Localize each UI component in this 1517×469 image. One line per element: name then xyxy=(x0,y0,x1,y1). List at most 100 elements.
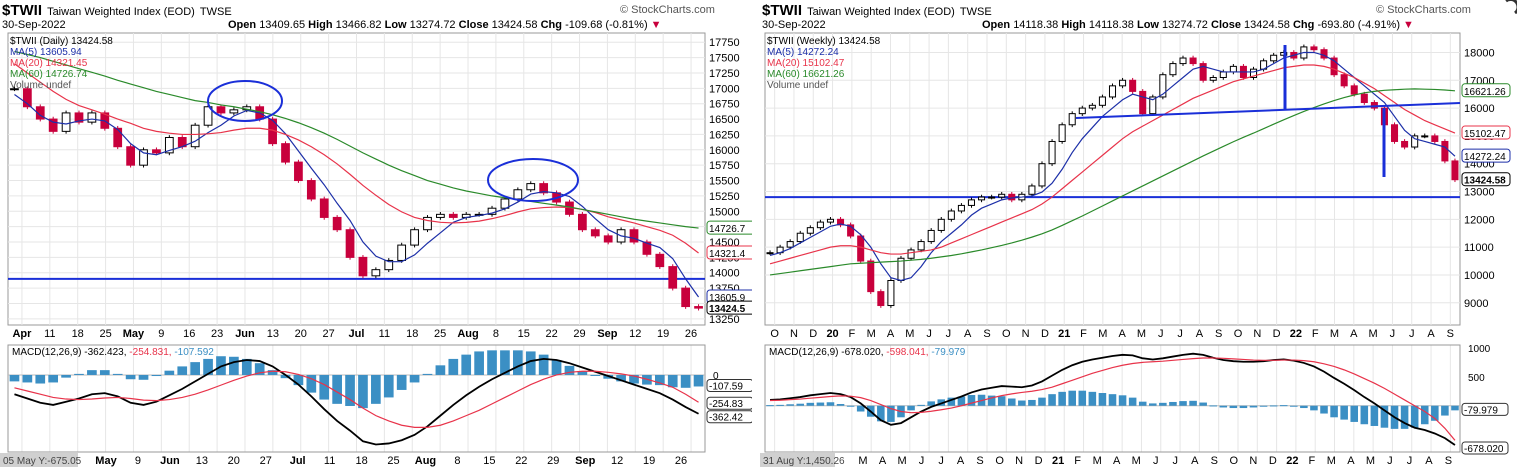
daily-x-tick-label: 9 xyxy=(158,328,164,340)
weekly-macd-hist-bar xyxy=(1058,391,1066,406)
weekly-y-tick-label: 10000 xyxy=(1464,270,1495,282)
daily-y-tick-label: 13250 xyxy=(709,314,740,326)
weekly-candle-body xyxy=(1209,76,1217,81)
daily-candle-body xyxy=(190,124,200,148)
weekly-value-tag: 13424.58 xyxy=(1464,176,1506,187)
daily-highlight-circle xyxy=(207,80,283,122)
weekly-y-tick-label: 16000 xyxy=(1464,103,1495,115)
weekly-x-tick-label: F xyxy=(849,328,856,340)
daily-value-tag-box xyxy=(706,245,752,260)
weekly-macd-hist-bar xyxy=(1189,400,1197,406)
daily-candle-body xyxy=(203,106,213,126)
daily-bottom-tick-label: Jun xyxy=(160,455,180,467)
daily-candle-body xyxy=(332,216,342,231)
weekly-x-tick-label: M xyxy=(1098,328,1107,340)
daily-header: $TWII Taiwan Weighted Index (EOD) TWSE 3… xyxy=(0,0,752,34)
weekly-macd-hist-bar xyxy=(1269,405,1278,407)
weekly-x-tick-label: M xyxy=(867,328,876,340)
daily-macd-hist-bar xyxy=(448,358,459,375)
weekly-candle-body xyxy=(1310,46,1318,51)
weekly-watermark: © StockCharts.com xyxy=(1376,4,1471,16)
weekly-macd-tag-box xyxy=(1461,402,1509,416)
weekly-candle-body xyxy=(1098,96,1106,106)
daily-y-tick-label: 15250 xyxy=(709,191,740,203)
daily-macd-hist-bar xyxy=(667,374,678,388)
weekly-value-tag: 14272.24 xyxy=(1464,152,1506,163)
weekly-macd-tag-box xyxy=(1461,441,1509,455)
weekly-x-tick-label: O xyxy=(1234,328,1243,340)
daily-candle-body xyxy=(423,216,432,231)
daily-macd-hist-bar xyxy=(409,374,420,383)
weekly-macd-hist-bar xyxy=(1279,405,1288,407)
daily-macd-line xyxy=(14,358,699,446)
weekly-macd-hist-bar xyxy=(1370,405,1379,426)
daily-macd-hist-bar xyxy=(435,365,446,375)
weekly-candle-body xyxy=(1189,57,1197,65)
daily-macd-hist-bar xyxy=(629,374,639,384)
weekly-macd-hist-bar xyxy=(1219,405,1228,408)
weekly-macd-hist-bar xyxy=(957,396,966,406)
weekly-bottom-tick-label: M xyxy=(1132,455,1141,467)
weekly-macd-hist-bar xyxy=(1159,402,1167,406)
daily-macd-hist-bar xyxy=(164,370,175,375)
weekly-macd-tick-label: 500 xyxy=(1468,373,1485,384)
daily-candle-body xyxy=(126,146,135,166)
weekly-candle-body xyxy=(806,227,814,234)
daily-macd-hist-bar xyxy=(229,356,239,375)
daily-macd-hist-bar xyxy=(680,374,691,388)
daily-candle-body xyxy=(384,259,394,271)
daily-chg-label: Chg xyxy=(540,19,562,31)
weekly-macd-hist-bar xyxy=(846,405,855,407)
weekly-value-tag-box xyxy=(1461,83,1511,98)
weekly-macd-hist-bar xyxy=(786,404,794,406)
daily-macd-label: MACD(12,26,9) -362.423, -254.831, -107.5… xyxy=(12,347,214,358)
weekly-signal-line xyxy=(770,357,1456,441)
weekly-x-tick-label: A xyxy=(1350,328,1358,340)
weekly-macd-hist-bar xyxy=(1380,405,1389,428)
daily-low: 13274.72 xyxy=(409,19,456,31)
weekly-candle-body xyxy=(1360,93,1368,104)
daily-value-tag-box xyxy=(706,300,752,315)
daily-y-tick-label: 16250 xyxy=(709,129,740,141)
daily-candle-body xyxy=(694,306,703,309)
weekly-macd-hist-bar xyxy=(1290,405,1298,407)
daily-candle-body xyxy=(294,161,303,182)
weekly-macd-hist-bar xyxy=(997,396,1006,406)
daily-macd-hist-bar xyxy=(151,374,162,377)
weekly-x-tick-label: N xyxy=(1022,328,1030,340)
weekly-macd-hist-bar xyxy=(806,402,815,406)
weekly-macd-hist-bar xyxy=(1199,402,1207,406)
weekly-macd-hist-bar xyxy=(1018,400,1026,406)
weekly-bottom-tick-label: S xyxy=(1445,455,1452,467)
weekly-x-tick-label: M xyxy=(905,328,914,340)
daily-macd-hist-bar xyxy=(319,374,330,400)
daily-macd-hist-bar xyxy=(9,374,20,382)
daily-date: 30-Sep-2022 xyxy=(2,19,66,31)
daily-x-tick-label: 11 xyxy=(44,328,55,340)
weekly-candle-body xyxy=(1058,124,1066,142)
weekly-macd-hist-bar xyxy=(1310,405,1318,411)
daily-y-tick-label: 15750 xyxy=(709,160,740,172)
daily-candle-body xyxy=(74,112,84,123)
daily-bottom-tick-label: 20 xyxy=(228,455,240,467)
daily-candle-body xyxy=(229,109,239,114)
weekly-candle-body xyxy=(1149,96,1157,115)
weekly-x-tick-label: S xyxy=(1215,328,1222,340)
weekly-candle-body xyxy=(907,249,915,259)
daily-macd-hist-bar xyxy=(138,374,149,380)
daily-candle-body xyxy=(603,235,613,243)
daily-macd-hist-bar xyxy=(525,351,536,375)
weekly-bottom-tick-label: J xyxy=(1153,455,1159,467)
daily-candle-body xyxy=(139,149,148,166)
daily-x-tick-label: 13 xyxy=(267,328,279,340)
weekly-value-tag: 15102.47 xyxy=(1464,129,1506,140)
weekly-macd-hist-bar xyxy=(1259,405,1268,407)
daily-bottom-tick-label: 8 xyxy=(454,455,460,467)
weekly-macd-hist-bar xyxy=(776,404,784,406)
weekly-macd-hist-bar xyxy=(1088,391,1097,406)
daily-y-tick-label: 17250 xyxy=(709,68,740,80)
daily-y-tick-label: 15000 xyxy=(709,206,740,218)
daily-macd-label-part: -254.831, xyxy=(129,347,174,358)
weekly-x-tick-label: S xyxy=(1447,328,1454,340)
weekly-bottom-tick-label: A xyxy=(1113,455,1121,467)
